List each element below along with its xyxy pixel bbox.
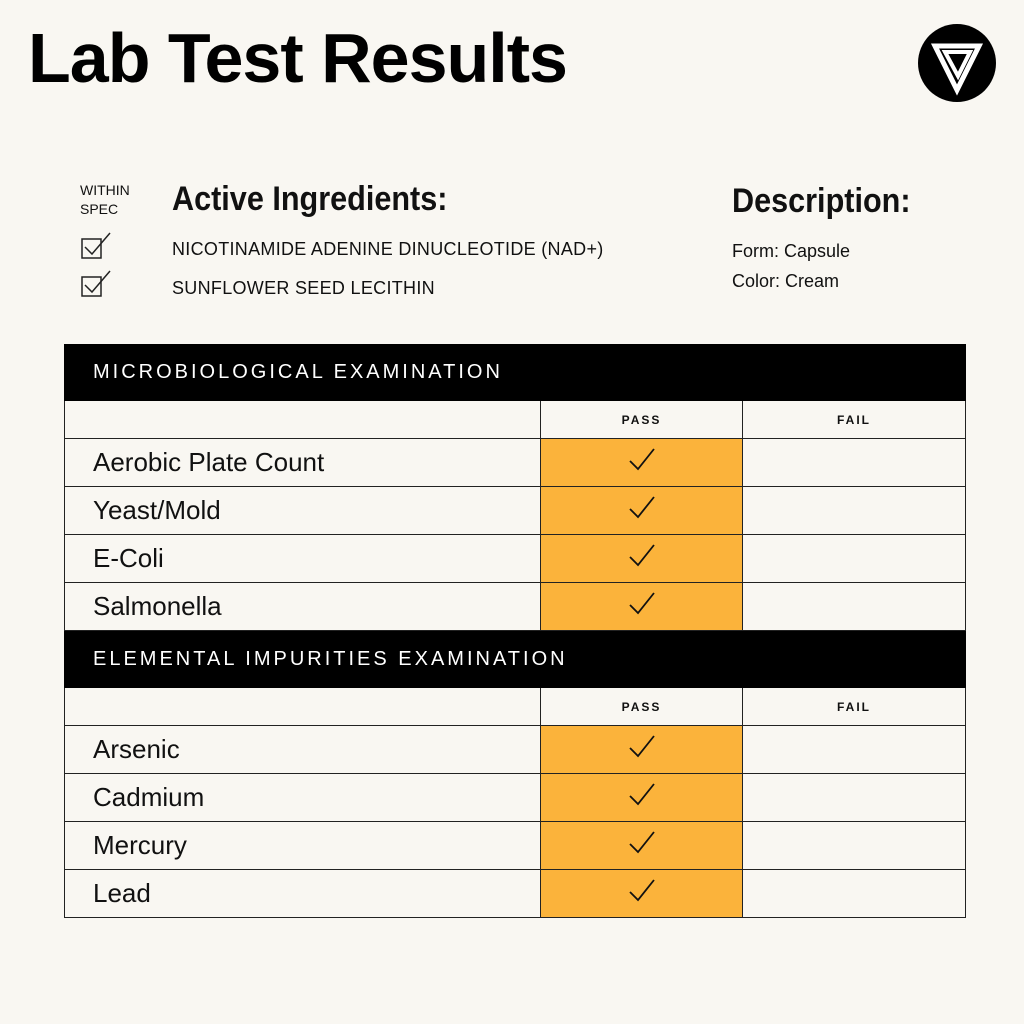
pass-cell — [540, 582, 743, 631]
pass-cell — [540, 773, 743, 822]
description-color: Color: Cream — [732, 271, 840, 291]
table-row: Cadmium — [64, 773, 966, 822]
description-form: Form: Capsule — [732, 241, 851, 261]
fail-cell — [742, 534, 966, 583]
fail-column-header: FAIL — [742, 400, 966, 439]
test-name: Arsenic — [64, 725, 541, 774]
table-row: Mercury — [64, 821, 966, 870]
checkmark-icon — [627, 496, 657, 527]
checkmark-icon — [627, 831, 657, 862]
fail-cell — [742, 773, 966, 822]
fail-cell — [742, 438, 966, 487]
table-row: Yeast/Mold — [64, 486, 966, 535]
test-name: Cadmium — [64, 773, 541, 822]
within-spec-label: WITHIN SPEC — [80, 182, 130, 217]
checkmark-icon — [627, 783, 657, 814]
fail-column-header: FAIL — [742, 687, 966, 726]
pass-cell — [540, 821, 743, 870]
fail-cell — [742, 869, 966, 918]
fail-cell — [742, 486, 966, 535]
pass-cell — [540, 438, 743, 487]
table-row: Salmonella — [64, 582, 966, 631]
ingredient-item: NICOTINAMIDE ADENINE DINUCLEOTIDE (NAD+) — [172, 239, 604, 259]
pass-cell — [540, 534, 743, 583]
pass-column-header: PASS — [540, 400, 743, 439]
checkmark-icon — [627, 592, 657, 623]
test-name: Salmonella — [64, 582, 541, 631]
table-row: Lead — [64, 869, 966, 918]
test-name: Lead — [64, 869, 541, 918]
checkmark-icon — [627, 544, 657, 575]
fail-cell — [742, 582, 966, 631]
test-name: E-Coli — [64, 534, 541, 583]
section-header: ELEMENTAL IMPURITIES EXAMINATION — [64, 631, 966, 688]
checkbox-checked-icon — [81, 232, 111, 259]
checkmark-icon — [627, 448, 657, 479]
active-ingredients-heading: Active Ingredients: — [172, 180, 448, 218]
fail-cell — [742, 725, 966, 774]
page-title: Lab Test Results — [28, 19, 568, 97]
test-name: Yeast/Mold — [64, 486, 541, 535]
pass-column-header: PASS — [540, 687, 743, 726]
section-header: MICROBIOLOGICAL EXAMINATION — [64, 344, 966, 401]
table-row: Aerobic Plate Count — [64, 438, 966, 487]
description-heading: Description: — [732, 182, 911, 220]
results-table: MICROBIOLOGICAL EXAMINATION PASS FAIL Aerob… — [64, 344, 966, 631]
pass-cell — [540, 725, 743, 774]
pass-cell — [540, 869, 743, 918]
checkbox-checked-icon — [81, 270, 111, 297]
table-row: E-Coli — [64, 534, 966, 583]
fail-cell — [742, 821, 966, 870]
test-name: Mercury — [64, 821, 541, 870]
ingredient-item: SUNFLOWER SEED LECITHIN — [172, 278, 435, 298]
checkmark-icon — [627, 879, 657, 910]
checkmark-icon — [627, 735, 657, 766]
table-row: Arsenic — [64, 725, 966, 774]
test-name: Aerobic Plate Count — [64, 438, 541, 487]
brand-logo-icon — [918, 24, 996, 102]
results-table: ELEMENTAL IMPURITIES EXAMINATION PASS FAIL… — [64, 631, 966, 918]
pass-cell — [540, 486, 743, 535]
